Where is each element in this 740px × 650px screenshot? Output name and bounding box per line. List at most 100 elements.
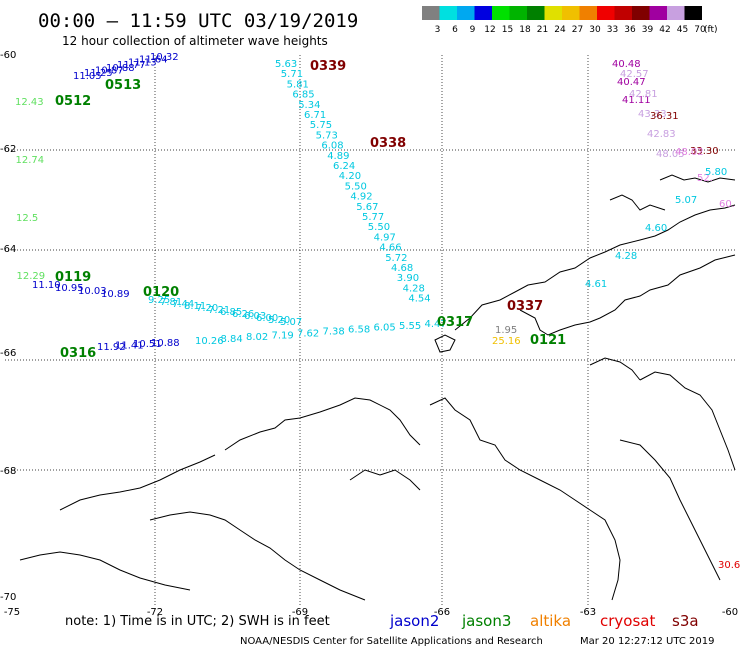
satellite-legend: jason2 jason3 altika cryosat s3a bbox=[389, 612, 699, 630]
wave-height-value: 11.25 bbox=[84, 68, 113, 79]
latitude-label: -60 bbox=[0, 50, 16, 61]
wave-height-value: 4.61 bbox=[585, 279, 607, 290]
wave-height-value: 8.84 bbox=[221, 334, 243, 345]
wave-height-value: 33.30 bbox=[690, 146, 719, 157]
color-swatch bbox=[492, 6, 510, 20]
wave-height-value: 10.88 bbox=[106, 63, 135, 74]
wave-height-value: 9.25 bbox=[148, 295, 170, 306]
wave-height-value: 6.71 bbox=[304, 110, 326, 121]
latitude-label: -64 bbox=[0, 244, 16, 255]
pass-label: 0316 bbox=[60, 346, 96, 361]
wave-height-value: 52. bbox=[697, 173, 713, 184]
pass-label: 0119 bbox=[55, 270, 91, 285]
satellite-legend-entry: s3a bbox=[672, 612, 699, 630]
color-scale-label: 15 bbox=[502, 25, 513, 35]
latitude-label: -62 bbox=[0, 144, 16, 155]
color-swatch bbox=[667, 6, 685, 20]
wave-height-value: 5.07 bbox=[280, 317, 302, 328]
wave-height-value: 5.50 bbox=[345, 181, 367, 192]
color-swatch bbox=[684, 6, 702, 20]
color-swatch bbox=[562, 6, 580, 20]
pass-label: 0339 bbox=[310, 59, 346, 74]
wave-height-value: 7.38 bbox=[323, 327, 345, 338]
wave-height-value: 6.85 bbox=[292, 90, 314, 101]
color-scale-label: 39 bbox=[642, 25, 654, 35]
wave-height-value: 6.26 bbox=[232, 309, 254, 320]
wave-height-value: 12.29 bbox=[17, 271, 46, 282]
wave-height-value: 43.33 bbox=[638, 109, 667, 120]
color-scale-label: 24 bbox=[554, 25, 566, 35]
color-scale-label: 6 bbox=[452, 25, 458, 35]
wave-height-value: 5.07 bbox=[675, 195, 697, 206]
color-swatch bbox=[597, 6, 615, 20]
color-swatch bbox=[509, 6, 527, 20]
satellite-legend-entry: cryosat bbox=[600, 612, 655, 630]
color-scale-label: 42 bbox=[659, 25, 670, 35]
wave-height-value: 11.64 bbox=[139, 55, 168, 66]
color-swatch bbox=[649, 6, 667, 20]
wave-height-value: 11.13 bbox=[128, 57, 157, 68]
wave-height-value: 4.68 bbox=[391, 263, 413, 274]
wave-height-values: 5.635.715.816.855.346.715.755.736.084.89… bbox=[15, 52, 740, 571]
wave-height-value: 5.75 bbox=[310, 120, 332, 131]
satellite-legend-entry: jason2 bbox=[389, 612, 439, 630]
color-scale-label: 12 bbox=[484, 25, 495, 35]
color-scale-label: 30 bbox=[589, 25, 601, 35]
latitude-label: -68 bbox=[0, 466, 16, 477]
wave-height-value: 7.81 bbox=[160, 297, 182, 308]
color-swatch bbox=[457, 6, 475, 20]
wave-height-value: 8.11 bbox=[184, 301, 206, 312]
wave-height-value: 42.83 bbox=[647, 129, 676, 140]
wave-height-value: 5.77 bbox=[362, 212, 384, 223]
latitude-label: -66 bbox=[0, 348, 16, 359]
color-swatch bbox=[439, 6, 457, 20]
footer-credit: NOAA/NESDIS Center for Satellite Applica… bbox=[240, 636, 543, 647]
wave-height-value: 4.66 bbox=[379, 243, 401, 254]
wave-height-value: 12.74 bbox=[16, 155, 45, 166]
wave-height-value: 36.31 bbox=[650, 111, 679, 122]
pass-label: 0338 bbox=[370, 136, 406, 151]
longitude-label: -75 bbox=[4, 607, 20, 618]
wave-height-value: 48.05 bbox=[656, 149, 685, 160]
longitude-labels: -75 -72 -69 -66 -63 -60 bbox=[4, 607, 738, 618]
wave-height-value: 4.89 bbox=[327, 151, 349, 162]
color-swatch bbox=[614, 6, 632, 20]
wave-height-value: 5.67 bbox=[356, 202, 378, 213]
wave-height-value: 11.05 bbox=[73, 71, 102, 82]
plot-area bbox=[5, 55, 735, 605]
wave-height-value: 4.60 bbox=[645, 223, 667, 234]
map-subtitle: 12 hour collection of altimeter wave hei… bbox=[62, 34, 328, 48]
footer-note: note: 1) Time is in UTC; 2) SWH is in fe… bbox=[65, 614, 330, 629]
wave-height-value: 3.90 bbox=[397, 273, 419, 284]
wave-height-value: 4.54 bbox=[408, 294, 430, 305]
wave-height-value: 60. bbox=[719, 199, 735, 210]
color-scale-label: 27 bbox=[572, 25, 583, 35]
wave-height-value: 10.03 bbox=[78, 286, 107, 297]
color-scale-label: 18 bbox=[519, 25, 531, 35]
wave-height-value: 4.92 bbox=[350, 192, 372, 203]
wave-height-value: 6.58 bbox=[348, 325, 370, 336]
wave-height-value: 6.00 bbox=[256, 313, 278, 324]
latitude-label: -70 bbox=[0, 592, 16, 603]
wave-height-value: 5.81 bbox=[287, 79, 309, 90]
wave-height-value: 30.6 bbox=[718, 560, 740, 571]
color-swatch bbox=[474, 6, 492, 20]
wave-height-value: 5.80 bbox=[705, 167, 727, 178]
satellite-legend-entry: altika bbox=[530, 612, 571, 630]
map-title: 00:00 – 11:59 UTC 03/19/2019 bbox=[38, 10, 358, 32]
wave-height-value: 7.62 bbox=[297, 328, 319, 339]
pass-label: 0121 bbox=[530, 333, 566, 348]
longitude-label: -66 bbox=[434, 607, 450, 618]
longitude-label: -63 bbox=[580, 607, 596, 618]
wave-height-value: 6.03 bbox=[244, 311, 266, 322]
pass-label: 0317 bbox=[437, 315, 473, 330]
wave-height-value: 42.81 bbox=[629, 89, 658, 100]
color-swatch bbox=[527, 6, 545, 20]
wave-height-value: 4.28 bbox=[615, 251, 637, 262]
coastline bbox=[19, 174, 736, 601]
wave-height-value: 11.92 bbox=[97, 342, 126, 353]
wave-height-value: 5.50 bbox=[368, 222, 390, 233]
wave-height-value: 5.72 bbox=[385, 253, 407, 264]
wave-height-value: 10.88 bbox=[151, 338, 180, 349]
color-scale-unit: (ft) bbox=[704, 25, 718, 35]
